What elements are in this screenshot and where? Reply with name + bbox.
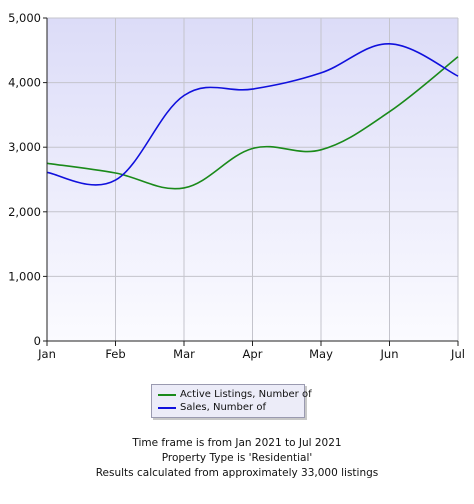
legend-label-sales: Sales, Number of: [180, 402, 266, 413]
legend-swatch-active-listings: [158, 393, 176, 396]
note-listing-count: Results calculated from approximately 33…: [95, 467, 379, 479]
series-lines: [46, 42, 459, 190]
x-axis-ticks: Jan Feb Mar Apr May Jun Jul: [37, 341, 465, 361]
gridlines: [46, 17, 459, 342]
series-line-1: [46, 42, 459, 186]
x-tick-label-mar: Mar: [173, 347, 195, 361]
x-tick-label-may: May: [309, 347, 333, 361]
note-time-frame: Time frame is from Jan 2021 to Jul 2021: [132, 437, 342, 449]
y-tick-label-4: 4,000: [8, 76, 41, 90]
series-line-0: [46, 56, 459, 190]
y-axis-ticks: 0 1,000 2,000 3,000 4,000 5,000: [8, 11, 47, 348]
y-tick-label-1: 1,000: [8, 269, 41, 283]
y-tick-label-3: 3,000: [8, 140, 41, 154]
chart-notes: Time frame is from Jan 2021 to Jul 2021 …: [0, 436, 474, 481]
legend-item-sales: Sales, Number of: [158, 401, 266, 414]
x-tick-label-jun: Jun: [380, 347, 399, 361]
y-tick-label-0: 0: [34, 334, 41, 348]
line-chart: 0 1,000 2,000 3,000 4,000 5,000 Jan Feb Mar Apr M…: [8, 11, 465, 361]
x-tick-label-jan: Jan: [37, 347, 56, 361]
legend-label-active-listings: Active Listings, Number of: [180, 389, 312, 400]
legend-item-active-listings: Active Listings, Number of: [158, 388, 312, 401]
note-property-type: Property Type is 'Residential': [161, 452, 313, 464]
x-tick-label-jul: Jul: [450, 347, 465, 361]
x-tick-label-feb: Feb: [105, 347, 125, 361]
x-tick-label-apr: Apr: [243, 347, 263, 361]
y-tick-label-2: 2,000: [8, 205, 41, 219]
legend-swatch-sales: [158, 406, 176, 409]
legend: Active Listings, Number of Sales, Number…: [151, 384, 312, 418]
y-tick-label-5: 5,000: [8, 11, 41, 25]
